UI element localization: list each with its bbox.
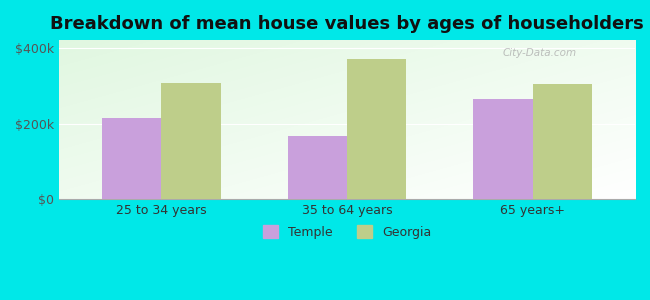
Bar [347,59,406,199]
Title: Breakdown of mean house values by ages of householders: Breakdown of mean house values by ages o… [50,15,644,33]
Bar [161,82,220,199]
Bar [287,136,347,199]
Bar [101,118,161,199]
Text: City-Data.com: City-Data.com [502,48,577,58]
Legend: Temple, Georgia: Temple, Georgia [257,220,436,244]
Bar [533,84,592,199]
Bar [473,99,533,199]
